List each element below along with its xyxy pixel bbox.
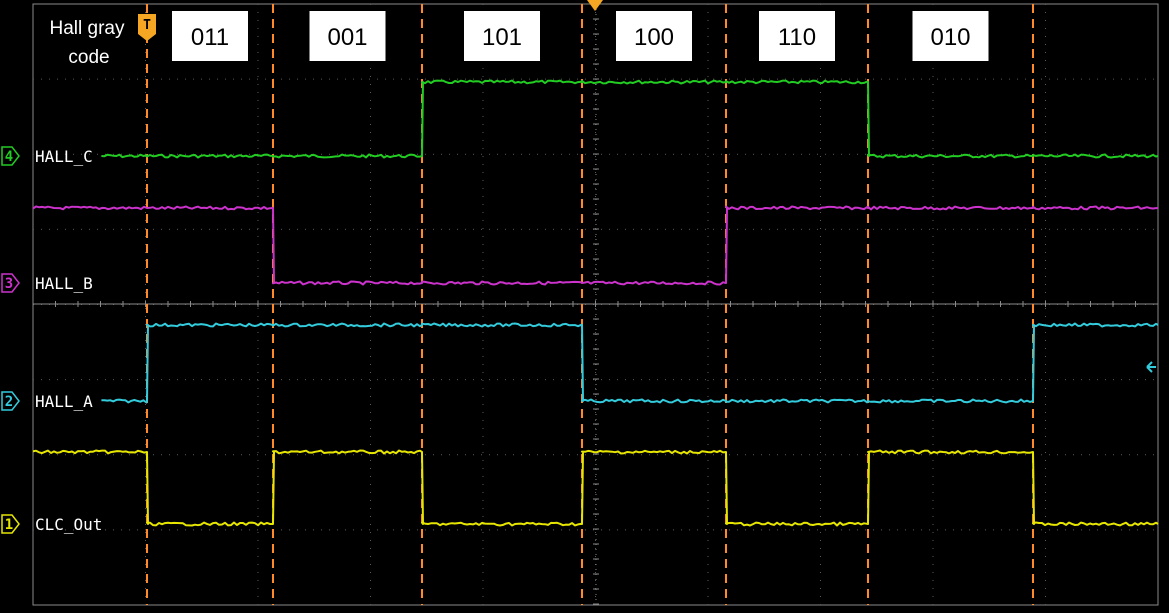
- header-line1: Hall gray: [50, 18, 125, 39]
- graticule: [32, 3, 1159, 606]
- gray-code-labels: 011 001 101 100 110 010: [172, 11, 989, 61]
- gray-code-box: 010: [912, 11, 989, 61]
- header-block: Hall gray code: [50, 18, 125, 68]
- channel-2-marker-icon: [1, 391, 20, 411]
- channel-label-hall_b: 3 HALL_B: [1, 273, 93, 293]
- trigger-level-arrow-icon[interactable]: [1146, 361, 1156, 373]
- channel-labels: 4 HALL_C 3 HALL_B 2 HALL_A 1 CLC_Out: [1, 146, 102, 534]
- channel-number: 1: [5, 517, 13, 533]
- gray-code-box-bg: [464, 11, 540, 61]
- channel-name: HALL_A: [35, 392, 93, 411]
- channel-number: 4: [5, 149, 13, 165]
- gray-code-box-bg: [912, 11, 989, 61]
- trace-hall_c: [101, 79, 1159, 159]
- trace-hall_b: [32, 205, 1159, 286]
- gray-code-box: 110: [759, 11, 835, 61]
- channel-4-marker-icon: [1, 146, 20, 166]
- gray-code-box: 001: [309, 11, 386, 61]
- channel-1-marker-icon: [1, 514, 20, 534]
- gray-code-box-bg: [616, 11, 692, 61]
- trace-clc_out: [32, 449, 1159, 527]
- horizontal-trigger-icon[interactable]: [587, 0, 603, 11]
- channel-label-hall_c: 4 HALL_C: [1, 146, 93, 166]
- channel-name: HALL_B: [35, 274, 93, 293]
- channel-number: 2: [5, 394, 13, 410]
- channel-3-marker-icon: [1, 273, 20, 293]
- gray-code-value: 010: [930, 24, 970, 51]
- gray-code-box: 101: [464, 11, 540, 61]
- channel-name: CLC_Out: [35, 515, 102, 534]
- trigger-marker-icon[interactable]: [138, 14, 156, 41]
- channel-label-hall_a: 2 HALL_A: [1, 391, 93, 411]
- trace-hall_a: [101, 322, 1159, 404]
- trigger-position-marker[interactable]: T: [138, 14, 156, 41]
- trigger-marker-label: T: [143, 18, 151, 33]
- channel-number: 3: [5, 276, 13, 292]
- header-line2: code: [68, 47, 109, 68]
- gray-code-value: 100: [634, 24, 674, 51]
- gray-code-value: 001: [327, 24, 367, 51]
- gray-code-box-bg: [309, 11, 386, 61]
- gray-code-box-bg: [172, 11, 248, 61]
- gray-code-box: 011: [172, 11, 248, 61]
- traces: [32, 79, 1159, 527]
- channel-name: HALL_C: [35, 147, 93, 166]
- gray-code-box: 100: [616, 11, 692, 61]
- gray-code-value: 110: [778, 24, 816, 51]
- gray-code-value: 101: [482, 24, 522, 51]
- gray-code-value: 011: [191, 24, 229, 51]
- gray-code-box-bg: [759, 11, 835, 61]
- channel-label-clc_out: 1 CLC_Out: [1, 514, 102, 534]
